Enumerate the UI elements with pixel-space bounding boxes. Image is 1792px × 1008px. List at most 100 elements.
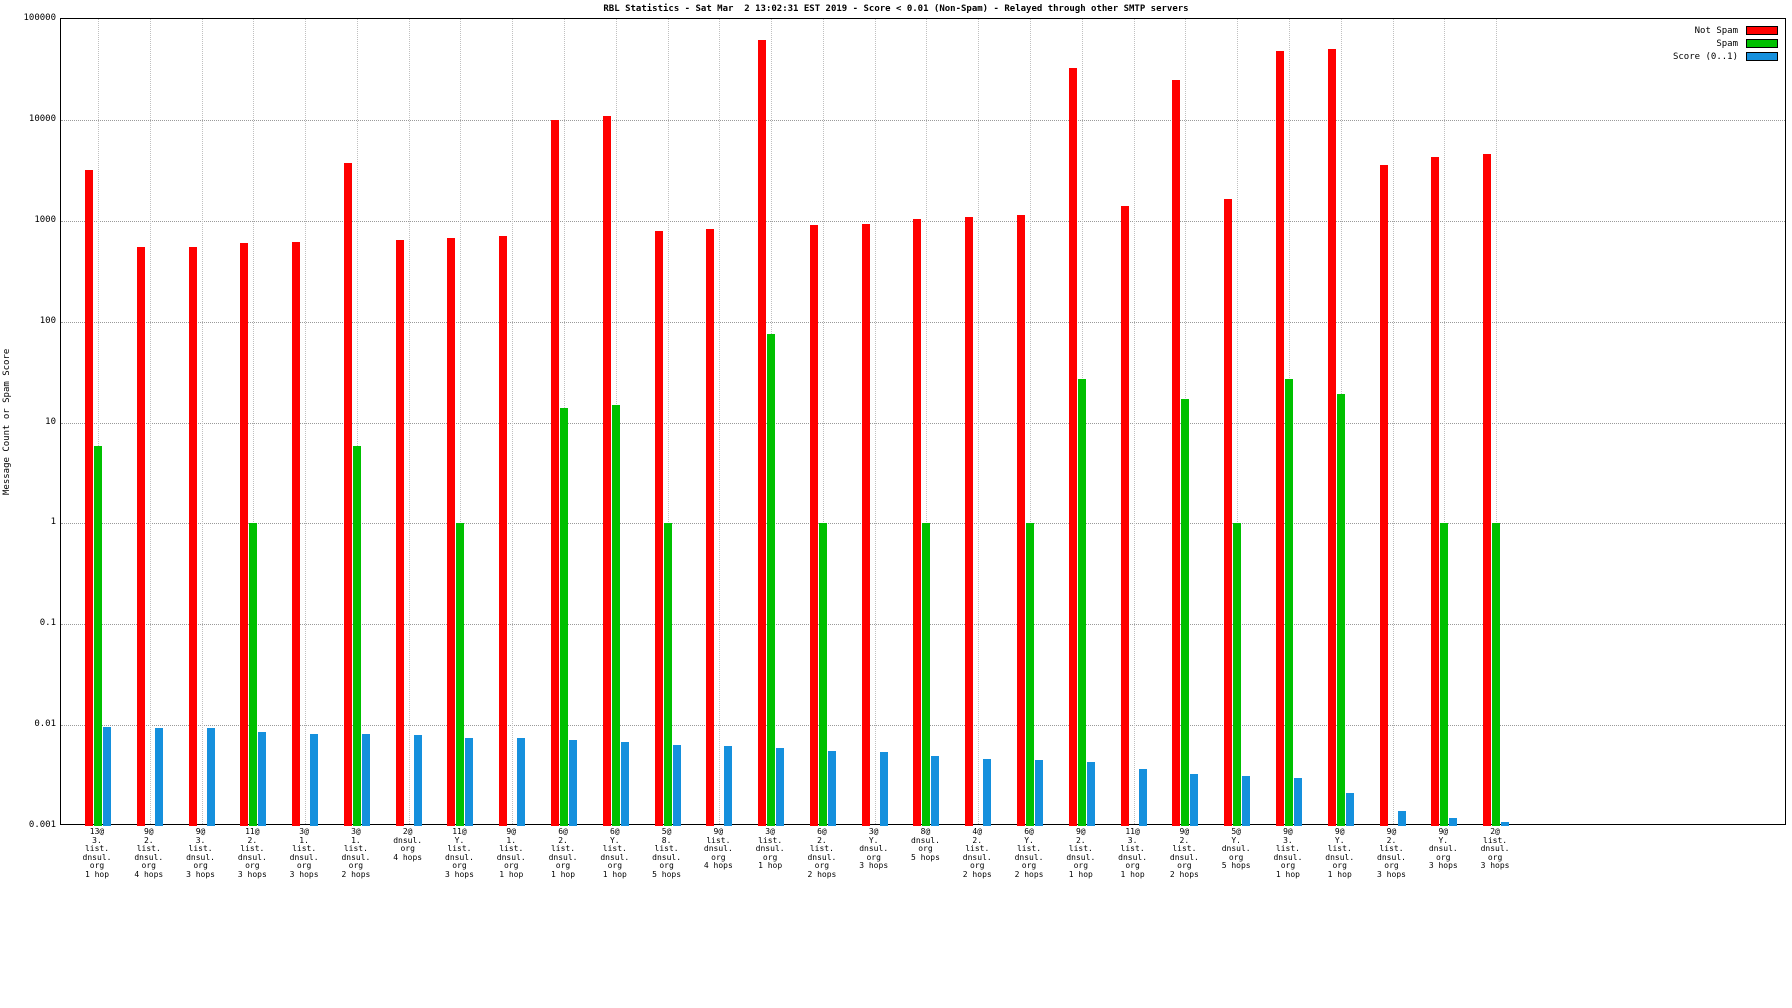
bar-score-0-1 <box>620 742 629 826</box>
x-tick-label: 9@ 2. list. dnsul. org 1 hop <box>1066 827 1096 879</box>
bar-spam <box>352 446 361 826</box>
legend-label: Score (0..1) <box>1672 51 1738 62</box>
x-tick-label: 9@ 2. list. dnsul. org 4 hops <box>134 827 164 879</box>
bar-not-spam <box>602 115 611 826</box>
bar-spam <box>1181 399 1190 826</box>
bar-not-spam <box>292 241 301 826</box>
x-tick-label: 9@ 2. list. dnsul. org 3 hops <box>1377 827 1406 879</box>
bar-score-0-1 <box>931 756 940 826</box>
legend-swatch <box>1746 26 1778 35</box>
v-gridline <box>149 19 151 824</box>
bar-not-spam <box>1275 51 1284 826</box>
v-gridline <box>356 19 358 824</box>
bar-not-spam <box>136 246 145 826</box>
x-tick-label: 9@ list. dnsul. org 4 hops <box>703 827 733 870</box>
bar-spam <box>767 334 776 826</box>
bar-not-spam <box>1379 164 1388 826</box>
x-tick-label: 11@ 3. list. dnsul. org 1 hop <box>1118 827 1148 879</box>
bar-score-0-1 <box>724 746 733 826</box>
bar-spam <box>1284 378 1293 826</box>
bar-score-0-1 <box>103 727 111 826</box>
x-tick-label: 6@ Y. list. dnsul. org 1 hop <box>600 827 630 879</box>
x-tick-label: 3@ 1. list. dnsul. org 3 hops <box>289 827 319 879</box>
bar-not-spam <box>965 216 974 826</box>
bar-not-spam <box>1431 156 1440 826</box>
v-gridline <box>1030 19 1032 824</box>
bar-score-0-1 <box>776 747 785 826</box>
bar-score-0-1 <box>1035 760 1044 826</box>
bar-spam <box>663 523 672 826</box>
bar-not-spam <box>1327 49 1336 826</box>
y-tick-label: 100000 <box>23 13 56 23</box>
bar-not-spam <box>706 229 715 826</box>
bar-not-spam <box>1120 206 1129 826</box>
bar-not-spam <box>861 223 870 826</box>
bar-score-0-1 <box>310 733 319 826</box>
v-gridline <box>822 19 824 824</box>
v-gridline <box>460 19 462 824</box>
h-gridline <box>61 321 1785 323</box>
v-gridline <box>201 19 203 824</box>
bar-score-0-1 <box>517 738 526 826</box>
bar-not-spam <box>447 237 456 826</box>
bar-score-0-1 <box>1242 776 1251 826</box>
bar-score-0-1 <box>1138 768 1147 826</box>
x-tick-label: 9@ 3. list. dnsul. org 3 hops <box>186 827 215 879</box>
h-gridline <box>61 422 1785 424</box>
bar-spam <box>1336 394 1345 826</box>
bar-not-spam <box>809 225 818 826</box>
legend-swatch <box>1746 52 1778 61</box>
bar-not-spam <box>913 218 922 826</box>
bar-score-0-1 <box>154 728 163 826</box>
bar-score-0-1 <box>465 737 474 826</box>
x-tick-label: 3@ 1. list. dnsul. org 2 hops <box>341 827 371 879</box>
x-tick-label: 11@ Y. list. dnsul. org 3 hops <box>445 827 474 879</box>
bar-not-spam <box>1068 67 1077 826</box>
bar-not-spam <box>1172 79 1181 826</box>
v-gridline <box>1237 19 1239 824</box>
bar-spam <box>1077 378 1086 826</box>
bar-score-0-1 <box>879 752 888 826</box>
v-gridline <box>719 19 721 824</box>
bar-not-spam <box>1017 214 1026 826</box>
bar-not-spam <box>85 169 93 826</box>
bar-not-spam <box>499 236 508 826</box>
legend-label: Not Spam <box>1694 25 1738 36</box>
bar-not-spam <box>1483 153 1492 826</box>
bar-score-0-1 <box>672 744 681 826</box>
bar-not-spam <box>395 239 404 826</box>
bar-not-spam <box>1224 198 1233 826</box>
bar-score-0-1 <box>1501 821 1510 826</box>
bar-score-0-1 <box>206 728 215 826</box>
bar-score-0-1 <box>1397 811 1406 826</box>
y-tick-label: 1 <box>50 517 56 528</box>
x-tick-label: 6@ Y. list. dnsul. org 2 hops <box>1014 827 1044 879</box>
x-tick-label: 8@ dnsul. org 5 hops <box>911 827 940 862</box>
bar-spam <box>611 404 620 826</box>
v-gridline <box>978 19 980 824</box>
bar-not-spam <box>551 119 560 826</box>
bar-not-spam <box>188 246 197 826</box>
x-tick-label: 4@ 2. list. dnsul. org 2 hops <box>962 827 992 879</box>
v-gridline <box>408 19 410 824</box>
legend-item: Spam <box>1673 37 1778 50</box>
v-gridline <box>98 19 99 824</box>
bar-score-0-1 <box>1293 777 1302 826</box>
x-tick-label: 5@ 8. list. dnsul. org 5 hops <box>652 827 682 879</box>
legend-item: Not Spam <box>1673 24 1778 37</box>
bar-score-0-1 <box>827 751 836 826</box>
x-tick-label: 9@ 1. list. dnsul. org 1 hop <box>496 827 526 879</box>
y-tick-label: 10 <box>45 416 56 427</box>
bar-spam <box>94 446 102 826</box>
v-gridline <box>512 19 514 824</box>
x-tick-label: 6@ 2. list. dnsul. org 1 hop <box>548 827 578 879</box>
bar-score-0-1 <box>258 731 267 826</box>
legend-item: Score (0..1) <box>1673 50 1778 63</box>
v-gridline <box>1392 19 1394 824</box>
legend-swatch <box>1746 39 1778 48</box>
bar-spam <box>1440 523 1449 826</box>
bar-score-0-1 <box>1345 793 1354 826</box>
x-tick-label: 3@ list. dnsul. org 1 hop <box>755 827 785 870</box>
x-tick-label: 3@ Y. dnsul. org 3 hops <box>859 827 889 870</box>
chart-title: RBL Statistics - Sat Mar 2 13:02:31 EST … <box>603 4 1189 14</box>
